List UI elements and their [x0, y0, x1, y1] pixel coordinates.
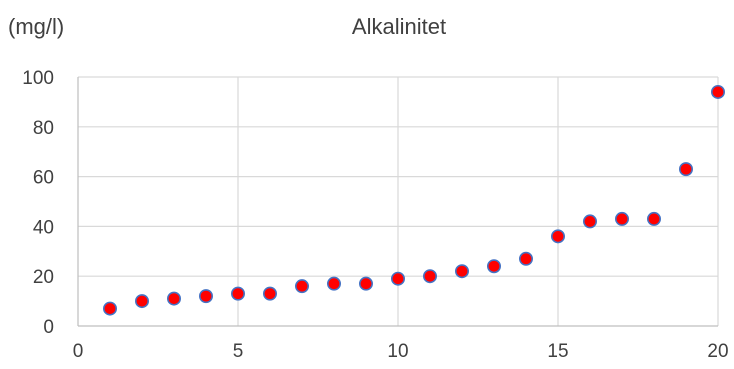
data-points	[103, 84, 725, 316]
data-point	[326, 276, 341, 291]
axes	[77, 77, 718, 327]
y-tick-label: 40	[33, 217, 54, 238]
data-point	[614, 211, 629, 226]
data-point	[486, 259, 501, 274]
data-point	[518, 251, 533, 266]
y-tick-label: 100	[22, 68, 54, 89]
data-point	[262, 286, 277, 301]
data-point	[135, 294, 150, 309]
chart-title: Alkalinitet	[352, 14, 446, 39]
y-tick-label: 60	[33, 168, 54, 189]
tick-labels: 0 20 40 60 80 100 0 5 10 15 20	[22, 68, 728, 362]
y-tick-label: 20	[33, 267, 54, 288]
data-point	[550, 229, 565, 244]
y-axis-unit-label: (mg/l)	[8, 14, 64, 39]
data-point	[582, 214, 597, 229]
data-point	[167, 291, 182, 306]
data-point	[390, 271, 405, 286]
data-point	[454, 264, 469, 279]
gridlines	[78, 76, 719, 326]
data-point	[678, 162, 693, 177]
data-point	[646, 211, 661, 226]
x-tick-label: 20	[707, 341, 728, 362]
data-point	[710, 84, 725, 99]
data-point	[103, 301, 118, 316]
data-point	[358, 276, 373, 291]
x-tick-label: 10	[387, 341, 408, 362]
x-tick-label: 5	[233, 341, 244, 362]
y-tick-label: 80	[33, 118, 54, 139]
data-point	[199, 289, 214, 304]
data-point	[231, 286, 246, 301]
y-tick-label: 0	[43, 317, 54, 338]
data-point	[422, 269, 437, 284]
x-tick-label: 15	[547, 341, 568, 362]
data-point	[294, 279, 309, 294]
x-tick-label: 0	[73, 341, 84, 362]
